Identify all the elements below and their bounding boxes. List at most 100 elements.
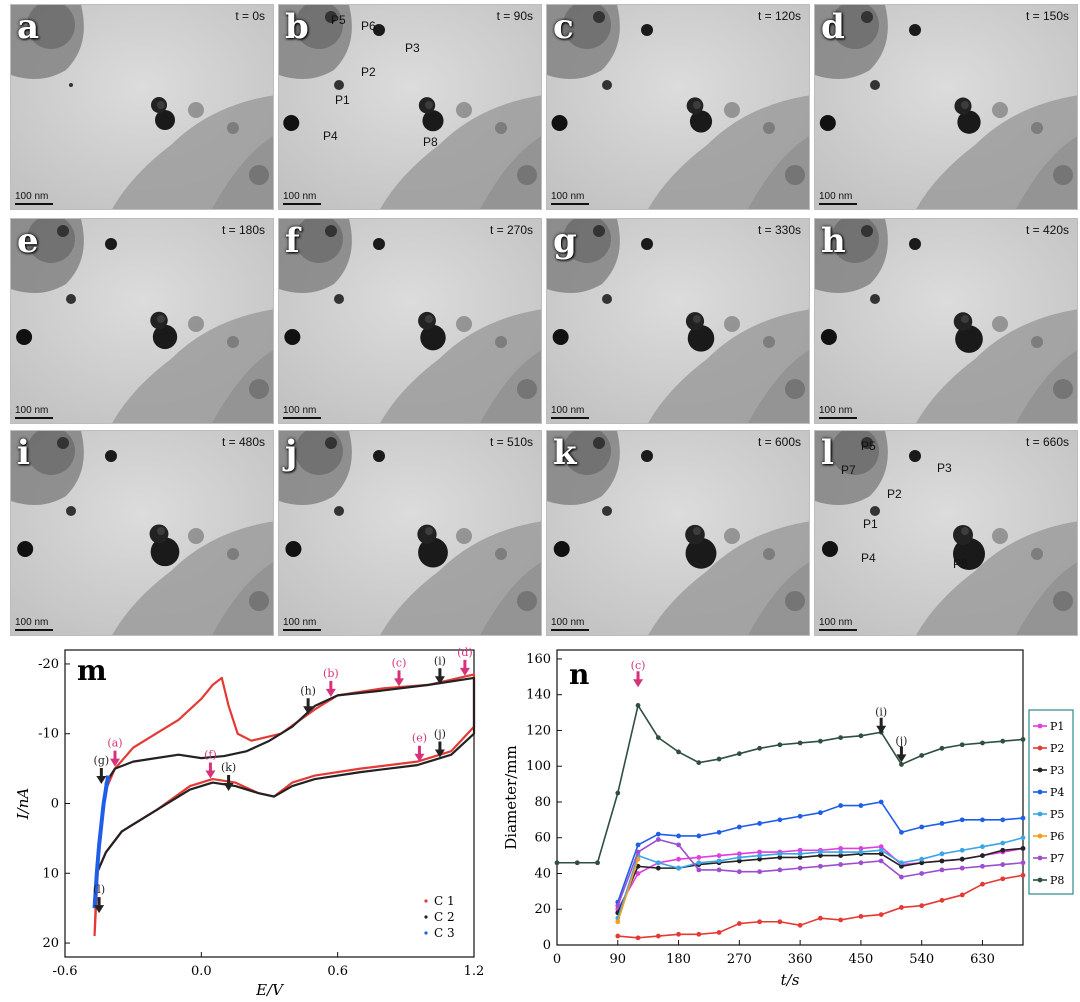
data-point-p7 [919, 871, 925, 876]
legend-marker [1037, 833, 1043, 839]
particle-label: P2 [361, 65, 376, 79]
data-point-p5 [696, 860, 702, 866]
data-point-p1 [878, 844, 884, 850]
scale-bar-line [283, 629, 321, 631]
scale-bar-line [551, 629, 589, 631]
annotation-label: (i) [875, 706, 887, 719]
data-point-p5 [676, 865, 681, 871]
scale-bar-line [15, 417, 53, 419]
scale-bar: 100 nm [551, 191, 589, 205]
y-tick-label: 60 [534, 831, 551, 846]
tem-image [279, 5, 541, 209]
annotation-arrow [434, 668, 445, 685]
data-point-p7 [1000, 862, 1006, 867]
panel-label: j [285, 433, 298, 473]
time-stamp: t = 420s [1025, 223, 1069, 237]
data-point-p2 [736, 921, 742, 926]
data-point-p7 [736, 869, 742, 875]
data-point-p3 [838, 853, 844, 859]
x-tick-label: -0.6 [52, 964, 77, 979]
data-point-p1 [696, 854, 702, 860]
data-point-p3 [797, 854, 803, 860]
data-point-p4 [716, 829, 722, 835]
time-stamp: t = 510s [489, 435, 533, 449]
scale-bar-line [283, 417, 321, 419]
y-tick-label: 80 [534, 795, 551, 810]
data-point-p8 [716, 756, 722, 762]
data-point-p2 [797, 922, 803, 928]
legend-label: P7 [1050, 852, 1064, 865]
data-point-p8 [858, 733, 864, 739]
time-stamp: t = 0s [235, 9, 265, 23]
data-point-p2 [757, 919, 763, 925]
scale-bar-line [819, 417, 857, 419]
data-point-p5 [899, 860, 904, 866]
annotation-arrow [876, 717, 887, 734]
particle-label: P8 [423, 135, 438, 149]
data-point-p8 [696, 760, 702, 766]
tem-image [815, 219, 1077, 423]
data-point-p1 [858, 846, 864, 851]
panel-label: h [821, 221, 846, 261]
data-point-p5 [797, 851, 803, 857]
scale-bar: 100 nm [283, 191, 321, 205]
data-point-p7 [858, 860, 864, 866]
tem-panel-a: a t = 0s 100 nm [10, 4, 274, 210]
legend-marker [424, 931, 428, 935]
scale-bar: 100 nm [551, 405, 589, 419]
panel-label: i [17, 433, 30, 473]
data-point-p5 [959, 847, 965, 853]
scale-bar-label: 100 nm [15, 617, 49, 628]
data-point-p5 [1000, 840, 1006, 846]
data-point-p7 [959, 865, 965, 871]
legend-label: P3 [1050, 764, 1064, 777]
legend-marker [1037, 877, 1043, 883]
panel-label: k [553, 433, 577, 473]
legend-label: P1 [1050, 720, 1064, 733]
series-line-p2 [617, 874, 1024, 939]
x-tick-label: 630 [970, 952, 995, 967]
data-point-p3 [1000, 847, 1006, 853]
data-point-p8 [777, 742, 783, 748]
data-point-p8 [797, 740, 803, 746]
y-tick-label: 20 [42, 936, 59, 951]
scale-bar-label: 100 nm [551, 405, 585, 416]
data-point-p5 [817, 849, 823, 855]
particle-label: P4 [323, 129, 338, 143]
data-point-p3 [959, 856, 965, 862]
data-point-p8 [615, 790, 621, 796]
data-point-p8 [980, 740, 985, 746]
scale-bar-label: 100 nm [15, 191, 49, 202]
data-point-p8 [736, 751, 742, 757]
data-point-p4 [980, 817, 985, 823]
data-point-p1 [676, 856, 681, 862]
annotation-arrow [633, 671, 644, 688]
data-point-p7 [635, 849, 641, 855]
data-point-p3 [757, 856, 763, 862]
data-point-p5 [716, 858, 722, 864]
data-point-p6 [615, 919, 621, 925]
data-point-p3 [878, 851, 884, 857]
particle-label: P7 [841, 463, 856, 477]
data-point-p5 [736, 854, 742, 860]
legend-label: P6 [1050, 830, 1064, 843]
data-point-p4 [919, 824, 925, 830]
data-point-p8 [899, 762, 904, 767]
annotation-arrow [325, 680, 336, 697]
panel-label: c [553, 7, 574, 47]
scale-bar: 100 nm [819, 405, 857, 419]
particle-label: P3 [405, 41, 420, 55]
annotation-arrow [459, 659, 470, 676]
data-point-p1 [736, 851, 742, 857]
series-line-p6 [617, 858, 639, 923]
legend-label: C 3 [434, 926, 455, 940]
legend-label: C 1 [434, 894, 455, 908]
annotation-label: (h) [300, 684, 316, 697]
y-tick-label: 140 [526, 688, 551, 703]
data-point-p4 [696, 833, 702, 839]
data-point-p3 [655, 865, 661, 871]
data-point-p4 [736, 824, 742, 830]
data-point-p8 [676, 749, 681, 755]
data-point-p5 [838, 849, 844, 855]
time-stamp: t = 330s [757, 223, 801, 237]
